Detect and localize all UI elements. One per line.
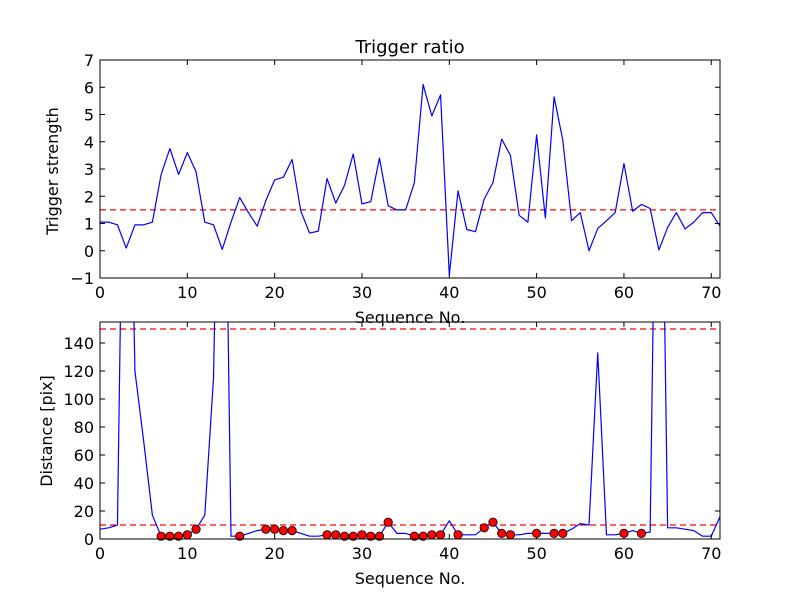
plot1-xlabel: Sequence No.	[355, 308, 466, 327]
plot1-frame	[99, 59, 721, 279]
plot1-xtick-label: 10	[177, 283, 197, 302]
plot2-xtick-label: 10	[177, 544, 197, 563]
plot1-xtick-label: 0	[95, 283, 105, 302]
plot2-ylabel: Distance [pix]	[37, 375, 56, 487]
plot2-marker-point	[357, 530, 367, 540]
plot2-ytick-label: 80	[74, 418, 94, 437]
plot2-xtick-label: 40	[439, 544, 459, 563]
plot2-ticks: 0 10 20 30 40 50 60 70 0 20 40 60 80 100 120 140	[63, 322, 721, 563]
plot1-ytick-label: 6	[84, 78, 94, 97]
plot2-marker-point	[558, 528, 568, 539]
plot1-ylabel: Trigger strength	[43, 107, 62, 236]
plot1-series	[100, 83, 720, 276]
plot2-marker-point	[619, 528, 629, 539]
plot2-ytick-label: 140	[63, 334, 94, 353]
plot1-xtick-label: 20	[264, 283, 284, 302]
plot2-marker-point	[261, 524, 271, 534]
plot2-marker-point	[532, 528, 542, 539]
plot1-ytick-label: 3	[84, 160, 94, 179]
plot2-marker-point	[435, 530, 446, 540]
plot1-ytick-label: 5	[84, 106, 94, 125]
plot2-marker-point	[505, 530, 516, 540]
plot2-marker-point	[278, 525, 288, 536]
distance-plot: Sequence No. Distance [pix] 0 10 20 30 40 50 6…	[37, 321, 721, 588]
plot2-xlabel: Sequence No.	[355, 569, 466, 588]
plot1-xtick-label: 70	[701, 283, 721, 302]
plot2-marker-point	[182, 530, 192, 540]
plot2-marker-point	[191, 524, 201, 534]
plot1-ytick-label: 7	[84, 51, 94, 70]
plot2-series-line	[100, 322, 720, 537]
plot2-marker-point	[636, 528, 647, 539]
plot1-ytick-label: 0	[84, 242, 94, 261]
plot2-xtick-label: 50	[526, 544, 546, 563]
plot1-series-line	[100, 83, 720, 276]
plot2-marker-point	[287, 525, 297, 536]
plot2-marker-point	[235, 531, 245, 541]
plot2-marker-point	[270, 524, 280, 534]
plot2-marker-point	[322, 530, 332, 540]
plot2-marker-point	[374, 531, 385, 541]
plot1-xtick-label: 40	[439, 283, 459, 302]
plot2-marker-point	[497, 528, 507, 539]
plot1-xtick-label: 60	[614, 283, 634, 302]
plot2-ytick-label: 120	[63, 362, 94, 381]
plot1-xtick-label: 30	[352, 283, 372, 302]
plot2-ytick-label: 40	[74, 474, 94, 493]
plot2-xtick-label: 30	[352, 544, 372, 563]
plot2-xtick-label: 60	[614, 544, 634, 563]
plot2-marker-point	[383, 517, 393, 527]
plot2-marker-point	[479, 523, 489, 533]
plot2-ytick-label: 0	[84, 530, 94, 549]
plot2-marker-point	[348, 531, 358, 541]
plot2-marker-point	[453, 530, 463, 540]
plot1-title: Trigger ratio	[354, 37, 464, 58]
trigger-ratio-plot: Trigger ratio Sequence No. Trigger stren…	[43, 37, 721, 327]
plot2-xtick-label: 20	[264, 544, 284, 563]
plot1-ytick-label: 4	[84, 133, 94, 152]
plot2-marker-point	[418, 531, 428, 541]
plot2-frame	[99, 321, 721, 540]
plot2-marker-point	[549, 528, 559, 539]
plot2-xtick-label: 0	[95, 544, 105, 563]
plot1-ytick-label: −1	[70, 269, 94, 288]
plot2-marker-point	[173, 531, 184, 541]
plot2-ytick-label: 60	[74, 446, 94, 465]
plot2-xtick-label: 70	[701, 544, 721, 563]
plot2-series	[100, 322, 720, 541]
plot2-ytick-label: 100	[63, 390, 94, 409]
plot1-ytick-label: 2	[84, 187, 94, 206]
plot2-marker-point	[427, 530, 437, 540]
plot2-marker-point	[331, 530, 341, 540]
plot1-xtick-label: 50	[526, 283, 546, 302]
plot1-ytick-label: 1	[84, 215, 94, 234]
plot2-ytick-label: 20	[74, 502, 94, 521]
plot2-marker-point	[488, 517, 498, 527]
